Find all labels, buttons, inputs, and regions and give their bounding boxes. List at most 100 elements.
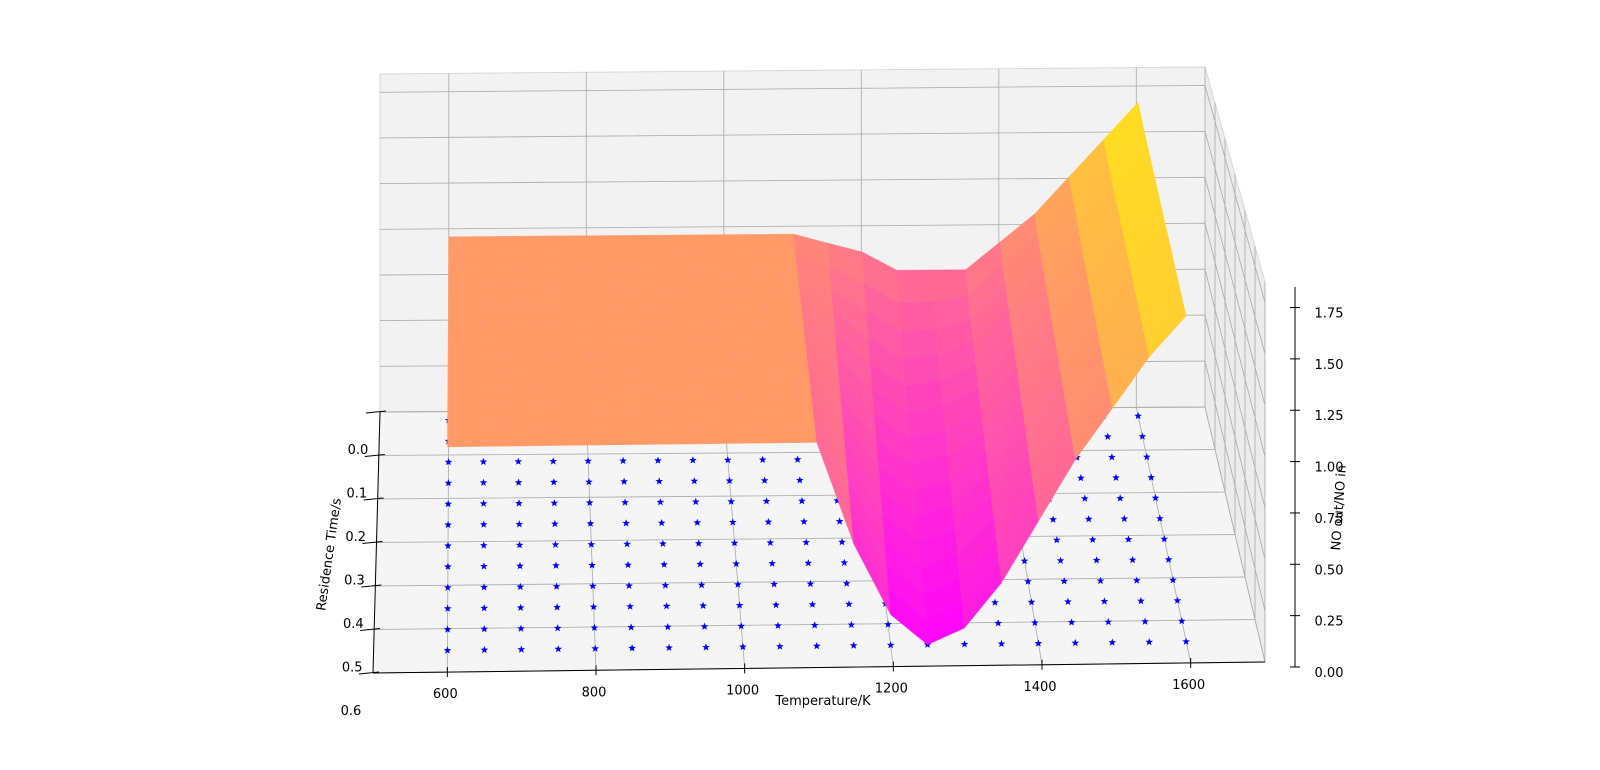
- scatter-point: [1120, 514, 1129, 523]
- scatter-point: [443, 604, 452, 612]
- scatter-point: [1088, 535, 1097, 543]
- surface-patch: [552, 265, 589, 282]
- y-tick-label: 0.5: [342, 661, 363, 676]
- surface-patch: [519, 340, 556, 357]
- scatter-point: [1024, 577, 1032, 585]
- scatter-point: [1138, 432, 1147, 440]
- scatter-point: [838, 538, 846, 546]
- surface-patch: [554, 325, 592, 342]
- surface-patch: [482, 250, 519, 267]
- z-tick-label: 1.50: [1315, 358, 1344, 373]
- surface-patch: [556, 384, 594, 401]
- y-tick-label: 0.1: [346, 487, 367, 502]
- scatter-point: [624, 560, 632, 569]
- surface-patch: [553, 310, 591, 327]
- scatter-point: [444, 583, 452, 591]
- surface-patch: [483, 340, 521, 357]
- y-tick: [365, 410, 387, 414]
- surface-patch: [520, 430, 559, 447]
- scatter-point: [845, 600, 853, 608]
- scatter-point: [1053, 536, 1061, 544]
- z-tick-label: 0.50: [1315, 563, 1344, 578]
- surface-patch: [697, 338, 736, 355]
- scatter-point: [654, 456, 662, 464]
- surface-patch: [773, 382, 813, 399]
- surface-patch: [728, 278, 766, 295]
- x-tick-label: 1400: [1023, 680, 1056, 695]
- surface-patch: [763, 278, 801, 295]
- scatter-point: [516, 603, 525, 611]
- surface-patch: [724, 234, 761, 250]
- surface-patch: [593, 414, 632, 431]
- scatter-point: [1128, 555, 1137, 564]
- surface-patch: [627, 369, 666, 386]
- surface-patch: [555, 354, 593, 372]
- scatter-point: [1164, 555, 1173, 563]
- scatter-point: [1169, 576, 1177, 584]
- scatter-point: [517, 624, 525, 632]
- surface-patch: [696, 323, 735, 340]
- scatter-point: [724, 456, 732, 464]
- surface-patch: [517, 235, 553, 252]
- tick-labels: 600 800 1000 1200 1400 1600 0.0 0.1 0.2 0.3 0.4 0.5…: [341, 307, 1344, 719]
- scatter-point: [696, 560, 704, 568]
- scatter-point: [690, 477, 699, 485]
- scatter-point: [739, 642, 747, 651]
- surface-patch: [658, 279, 695, 296]
- surface-patch: [661, 338, 700, 355]
- scatter-point: [1060, 577, 1068, 585]
- y-tick-label: 0.2: [345, 530, 366, 545]
- surface-patch: [626, 339, 664, 356]
- surface-patch: [589, 324, 627, 341]
- surface-patch: [698, 353, 737, 370]
- scatter-point: [444, 562, 452, 570]
- y-tick: [363, 497, 384, 501]
- scatter-point: [584, 457, 592, 465]
- scatter-point: [620, 477, 628, 485]
- surface-patch: [729, 293, 767, 310]
- scatter-point: [764, 518, 773, 526]
- scatter-point: [480, 541, 488, 549]
- scatter-point: [1049, 515, 1057, 523]
- scatter-point: [1133, 576, 1141, 584]
- scatter-point: [1116, 494, 1124, 502]
- surface-patch: [447, 416, 485, 433]
- surface-patch: [775, 397, 814, 414]
- surface-patch: [483, 400, 522, 417]
- surface-patch: [447, 401, 485, 418]
- surface-patch: [730, 308, 769, 325]
- y-tick-label: 0.3: [344, 574, 365, 589]
- z-axis-label: NO out/NO in: [1329, 464, 1350, 551]
- surface-patch: [767, 323, 806, 339]
- scatter-point: [800, 517, 808, 525]
- scatter-point: [1103, 432, 1112, 440]
- surface-patch: [660, 324, 699, 341]
- surface-patch: [702, 398, 741, 415]
- scatter-point: [660, 560, 668, 568]
- scatter-point: [1067, 618, 1076, 626]
- scatter-point: [585, 498, 594, 506]
- scatter-point: [625, 581, 633, 589]
- surface-patch: [695, 308, 733, 325]
- surface-patch: [629, 399, 668, 416]
- surface-patch: [622, 264, 659, 281]
- scatter-point: [444, 479, 453, 487]
- scatter-point: [665, 643, 673, 651]
- scatter-point: [886, 641, 895, 649]
- scatter-point: [1096, 576, 1105, 585]
- scatter-point: [515, 541, 524, 549]
- scatter-point: [847, 620, 856, 629]
- surface-patch: [662, 353, 701, 370]
- y-tick-label: 0.0: [348, 443, 369, 458]
- scatter-point: [1151, 494, 1160, 502]
- scatter-point: [515, 520, 524, 528]
- scatter-point: [813, 642, 821, 650]
- scatter-point: [517, 645, 526, 653]
- scatter-point: [730, 539, 739, 547]
- scatter-point: [766, 538, 775, 546]
- surface-patch: [518, 310, 556, 327]
- scatter-point: [770, 580, 778, 588]
- surface-patch: [621, 249, 658, 266]
- scatter-point: [697, 581, 706, 589]
- surface-patch: [772, 367, 811, 384]
